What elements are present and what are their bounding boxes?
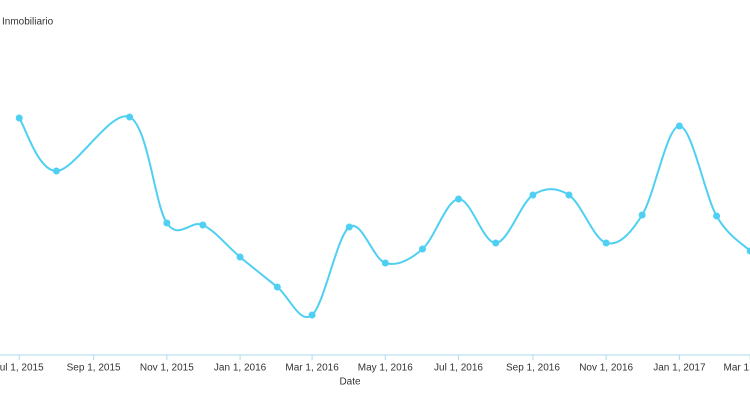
point <box>15 114 23 122</box>
point <box>273 283 281 291</box>
x-tick-label: Jan 1, 2016 <box>214 363 267 374</box>
x-tick-label: Jul 1, 2016 <box>434 363 483 374</box>
x-tick-label: Jul 1, 2015 <box>0 363 44 374</box>
point <box>381 259 389 267</box>
point <box>199 221 207 229</box>
x-tick-label: Nov 1, 2016 <box>579 363 633 374</box>
x-tick-label: Mar 1, 2016 <box>285 363 339 374</box>
x-axis-label: Date <box>339 377 361 388</box>
point <box>455 195 463 203</box>
chart-title: Inmobiliario <box>2 17 54 28</box>
point <box>638 211 646 219</box>
point <box>419 245 427 253</box>
point <box>52 167 60 175</box>
point <box>713 212 721 220</box>
point <box>163 219 171 227</box>
point <box>746 247 750 255</box>
point <box>345 223 353 231</box>
point <box>675 122 683 130</box>
x-tick-label: May 1, 2016 <box>358 363 413 374</box>
point <box>126 113 134 121</box>
point <box>308 311 316 319</box>
x-tick-label: Sep 1, 2015 <box>67 363 121 374</box>
point <box>565 191 573 199</box>
x-tick-label: Mar 1, 2017 <box>724 363 750 374</box>
point <box>529 191 537 199</box>
point <box>602 239 610 247</box>
point <box>492 239 500 247</box>
point <box>236 253 244 261</box>
x-tick-label: Jan 1, 2017 <box>653 363 706 374</box>
x-tick-label: Nov 1, 2015 <box>140 363 194 374</box>
x-tick-label: Sep 1, 2016 <box>506 363 560 374</box>
